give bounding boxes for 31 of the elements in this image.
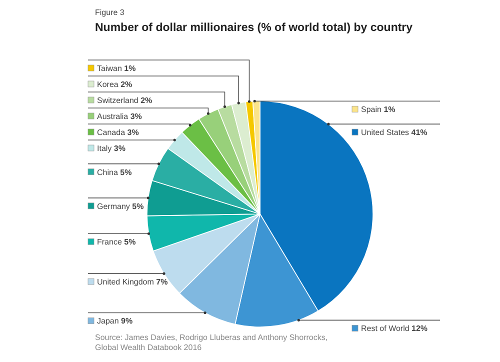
data-label: 2% <box>138 96 152 105</box>
data-label: 12% <box>409 324 428 334</box>
data-label: 41% <box>409 128 428 138</box>
legend-label: Rest of World <box>361 324 410 334</box>
data-label: 1% <box>122 64 136 73</box>
legend-label: United States <box>361 128 410 138</box>
legend-label: United Kingdom <box>97 278 154 287</box>
chart-subtitle: Figure 3 <box>95 8 125 17</box>
source-note: Source: James Davies, Rodrigo Lluberas and Anthony Shorrocks, Global Wealth Databook 2016 <box>95 333 328 352</box>
data-label: 2% <box>118 80 132 89</box>
data-label: 3% <box>125 128 139 137</box>
data-label: 5% <box>130 202 144 211</box>
data-label: 5% <box>122 238 136 247</box>
legend-label: Taiwan <box>97 64 122 73</box>
chart-title: Number of dollar millionaires (% of world total) by country <box>95 22 414 34</box>
legend-label: Australia <box>97 112 128 121</box>
legend-label: Italy <box>97 144 112 153</box>
data-label: 3% <box>112 144 126 153</box>
legend-label: Japan <box>97 316 119 326</box>
data-label: 5% <box>118 168 132 177</box>
legend-label: France <box>97 238 122 247</box>
legend-label: China <box>97 168 118 177</box>
data-label: 3% <box>128 112 142 121</box>
legend-label: Spain <box>361 105 382 114</box>
legend-label: Canada <box>97 128 126 137</box>
legend-label: Korea <box>97 80 118 89</box>
data-label: 1% <box>381 105 396 114</box>
legend-label: Switzerland <box>97 96 138 105</box>
legend-label: Germany <box>97 202 130 211</box>
data-label: 7% <box>154 278 168 287</box>
data-label: 9% <box>118 316 133 326</box>
